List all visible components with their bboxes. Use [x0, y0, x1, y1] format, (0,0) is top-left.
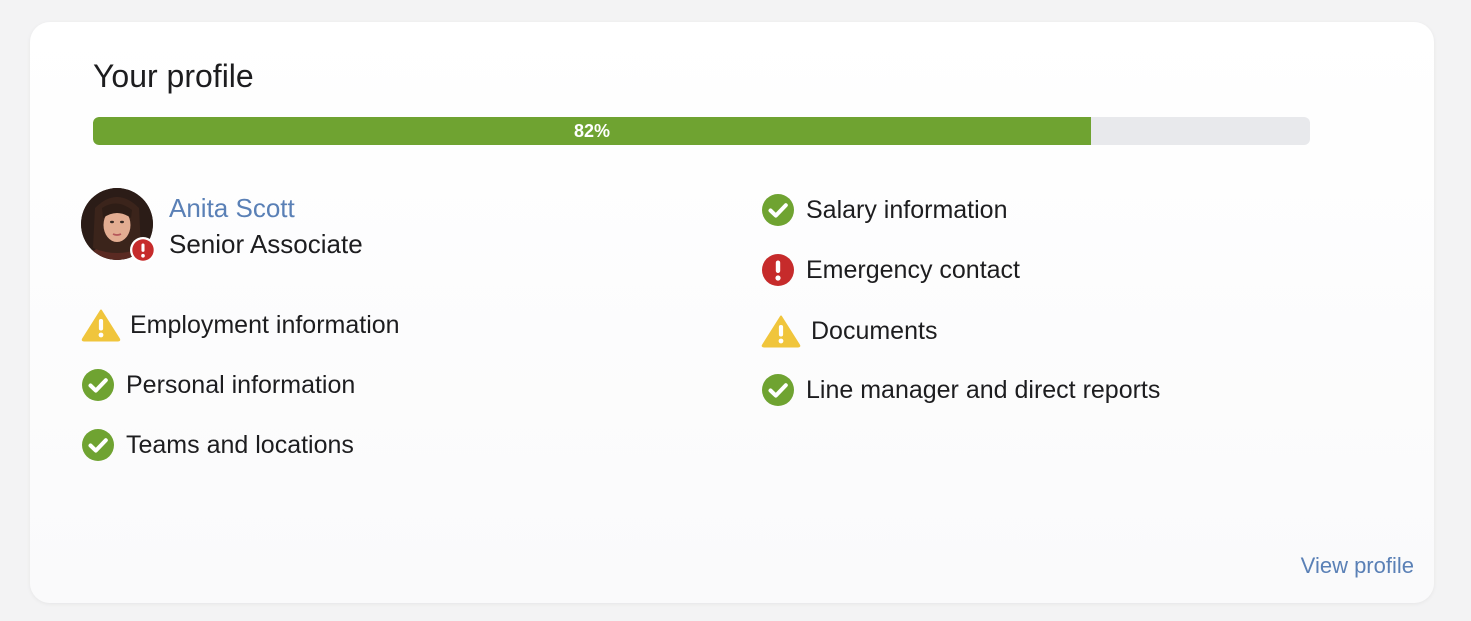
section-label: Employment information [130, 310, 400, 339]
progress-fill [93, 117, 1091, 145]
card-title: Your profile [93, 58, 254, 94]
section-personal-information[interactable]: Personal information [81, 365, 355, 405]
error-icon [761, 253, 795, 287]
section-label: Emergency contact [806, 255, 1020, 284]
profile-progress-bar: 82% [93, 117, 1310, 145]
section-label: Documents [811, 316, 938, 345]
section-teams-and-locations[interactable]: Teams and locations [81, 425, 354, 465]
check-circle-icon [81, 428, 115, 462]
section-emergency-contact[interactable]: Emergency contact [761, 250, 1020, 290]
check-circle-icon [81, 368, 115, 402]
check-circle-icon [761, 373, 795, 407]
progress-percent-label: 82% [573, 121, 610, 141]
view-profile-link[interactable]: View profile [1300, 553, 1414, 578]
user-role: Senior Associate [169, 229, 363, 259]
user-name-link[interactable]: Anita Scott [169, 193, 295, 223]
section-label: Line manager and direct reports [806, 375, 1161, 404]
section-salary-information[interactable]: Salary information [761, 190, 1007, 230]
profile-card: Your profile 82% Anita Scott [30, 22, 1434, 603]
avatar-error-icon [130, 237, 156, 263]
section-label: Personal information [126, 370, 356, 399]
warning-icon [81, 308, 121, 342]
check-circle-icon [761, 193, 795, 227]
section-line-manager-and-direct-reports[interactable]: Line manager and direct reports [761, 370, 1160, 410]
section-employment-information[interactable]: Employment information [81, 305, 400, 345]
section-documents[interactable]: Documents [761, 311, 937, 351]
section-label: Salary information [806, 195, 1008, 224]
avatar[interactable] [81, 188, 153, 260]
warning-icon [761, 314, 801, 348]
section-label: Teams and locations [126, 430, 354, 459]
